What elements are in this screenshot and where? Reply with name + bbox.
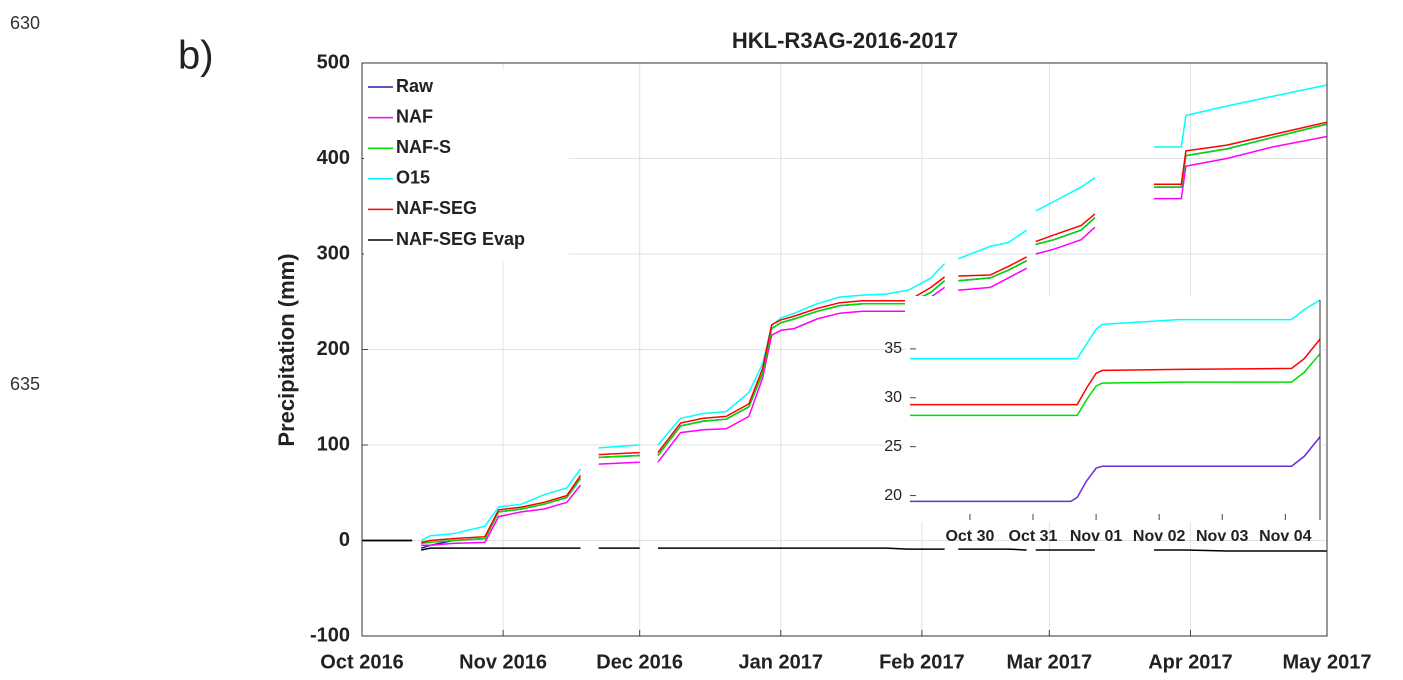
legend-label: O15 bbox=[396, 168, 430, 188]
y-tick-label: 400 bbox=[317, 147, 350, 169]
x-tick-label: Mar 2017 bbox=[1007, 651, 1093, 673]
y-tick-label: 25 bbox=[884, 438, 902, 455]
y-tick-label: -100 bbox=[310, 624, 350, 646]
legend-label: Raw bbox=[396, 76, 434, 96]
data-line bbox=[362, 539, 1327, 552]
x-tick-label: Nov 03 bbox=[1196, 528, 1249, 545]
y-tick-label: 30 bbox=[884, 389, 902, 406]
legend-box bbox=[364, 69, 569, 261]
data-line bbox=[910, 299, 1321, 360]
line-number: 630 bbox=[10, 13, 40, 33]
y-tick-label: 500 bbox=[317, 51, 350, 73]
y-tick-label: 200 bbox=[317, 338, 350, 360]
y-tick-label: 300 bbox=[317, 242, 350, 264]
data-line bbox=[910, 338, 1321, 406]
line-number: 635 bbox=[10, 374, 40, 394]
y-tick-label: 100 bbox=[317, 433, 350, 455]
legend-label: NAF-SEG bbox=[396, 198, 477, 218]
x-tick-label: Apr 2017 bbox=[1148, 651, 1233, 673]
legend-label: NAF-S bbox=[396, 137, 451, 157]
x-tick-label: Oct 30 bbox=[945, 528, 994, 545]
chart-title: HKL-R3AG-2016-2017 bbox=[732, 28, 958, 53]
x-tick-label: May 2017 bbox=[1283, 651, 1372, 673]
x-tick-label: Dec 2016 bbox=[596, 651, 683, 673]
legend-label: NAF-SEG Evap bbox=[396, 229, 525, 249]
y-tick-label: 35 bbox=[884, 340, 902, 357]
legend-label: NAF bbox=[396, 106, 433, 126]
x-tick-label: Nov 2016 bbox=[459, 651, 547, 673]
x-tick-label: Nov 04 bbox=[1259, 528, 1312, 545]
y-tick-label: 0 bbox=[339, 529, 350, 551]
y-tick-label: 20 bbox=[884, 487, 902, 504]
x-tick-label: Oct 31 bbox=[1009, 528, 1058, 545]
x-tick-label: Jan 2017 bbox=[739, 651, 824, 673]
inset-background bbox=[905, 296, 1323, 522]
x-tick-label: Nov 01 bbox=[1070, 528, 1123, 545]
data-line bbox=[910, 353, 1321, 417]
plot-frame bbox=[361, 62, 1328, 637]
x-tick-label: Nov 02 bbox=[1133, 528, 1186, 545]
panel-label: b) bbox=[178, 34, 214, 78]
y-axis-label: Precipitation (mm) bbox=[274, 253, 299, 446]
data-line bbox=[910, 436, 1321, 503]
x-tick-label: Oct 2016 bbox=[320, 651, 403, 673]
x-tick-label: Feb 2017 bbox=[879, 651, 965, 673]
